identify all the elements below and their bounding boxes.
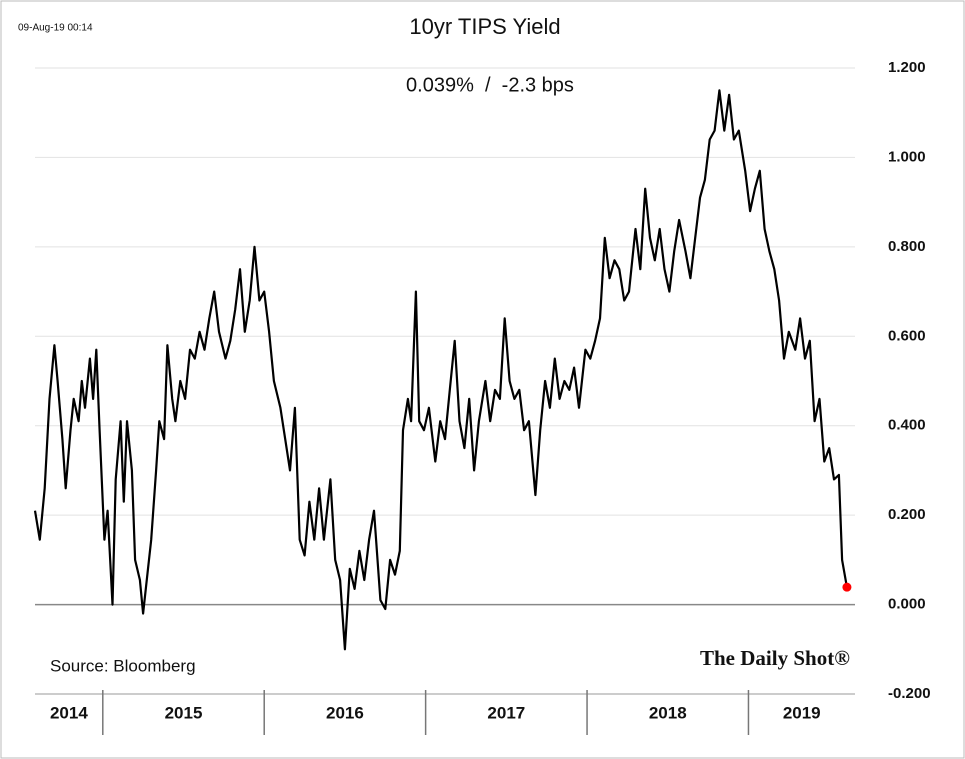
line: [33, 89, 848, 651]
y-tick-label: -0.200: [888, 685, 931, 702]
last-point: [842, 582, 852, 592]
x-tick-label: 2017: [487, 703, 525, 722]
subtitle: 0.039% / -2.3 bps: [406, 74, 574, 96]
y-tick-label: 0.200: [888, 506, 926, 523]
logo: The Daily Shot®: [700, 646, 850, 670]
x-tick-label: 2014: [50, 703, 88, 722]
x-tick-label: 2019: [783, 703, 821, 722]
y-tick-label: 0.400: [888, 417, 926, 434]
y-tick-label: 1.200: [888, 59, 926, 76]
y-tick-label: 0.800: [888, 238, 926, 255]
y-tick-label: 1.000: [888, 148, 926, 165]
y-tick-label: 0.600: [888, 327, 926, 344]
x-tick-label: 2018: [649, 703, 687, 722]
chart-title: 10yr TIPS Yield: [409, 14, 560, 39]
timestamp: 09-Aug-19 00:14: [18, 23, 93, 34]
y-tick-label: 0.000: [888, 596, 926, 613]
x-tick-label: 2015: [165, 703, 203, 722]
x-tick-label: 2016: [326, 703, 364, 722]
source: Source: Bloomberg: [50, 656, 196, 675]
